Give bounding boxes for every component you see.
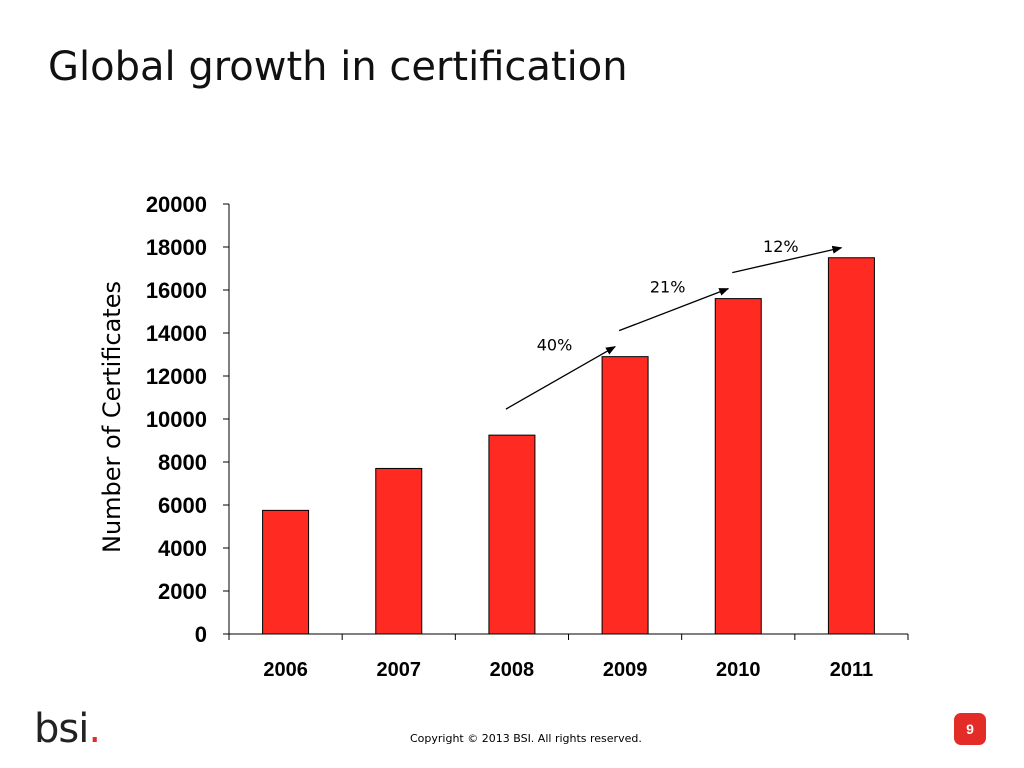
y-tick-label: 20000 [146,192,207,217]
bar [714,298,762,635]
bar [262,509,310,635]
logo-text: bsi [34,706,89,752]
y-tick-label: 10000 [146,407,207,432]
y-tick-label: 18000 [146,235,207,260]
growth-label: 12% [763,237,799,256]
bar [601,356,649,635]
chart-axes: 0 2000 4000 6000 8000 10000 12000 14000 16000 180… [98,192,909,681]
growth-arrow [505,346,616,410]
bar [375,467,423,635]
page-number-badge: 9 [954,713,986,745]
chart-annotations: 40% 21% 12% [505,237,843,410]
chart-bars [262,257,875,635]
logo-dot: . [88,706,101,752]
x-tick-label: 2008 [490,659,535,681]
growth-arrow [732,245,843,274]
growth-label: 40% [537,336,573,355]
growth-label: 21% [650,278,686,297]
copyright-text: Copyright © 2013 BSI. All rights reserve… [410,732,642,745]
x-tick-label: 2010 [716,659,761,681]
y-tick-label: 16000 [146,278,207,303]
y-tick-label: 6000 [158,493,207,518]
x-tick-label: 2007 [377,659,422,681]
y-tick-label: 12000 [146,364,207,389]
growth-arrow [618,287,730,332]
bar-chart: 0 2000 4000 6000 8000 10000 12000 14000 16000 180… [98,192,909,681]
y-tick-label: 4000 [158,536,207,561]
bar [827,257,875,635]
y-tick-label: 2000 [158,579,207,604]
y-tick-label: 14000 [146,321,207,346]
x-tick-label: 2011 [830,659,873,681]
y-axis-label: Number of Certificates [98,281,126,553]
x-tick-label: 2006 [263,659,308,681]
slide-title: Global growth in certification [48,44,628,90]
x-tick-label: 2009 [603,659,648,681]
bsi-logo: bsi. [34,706,101,752]
bar [488,434,536,635]
y-tick-label: 0 [195,622,207,647]
y-tick-label: 8000 [158,450,207,475]
